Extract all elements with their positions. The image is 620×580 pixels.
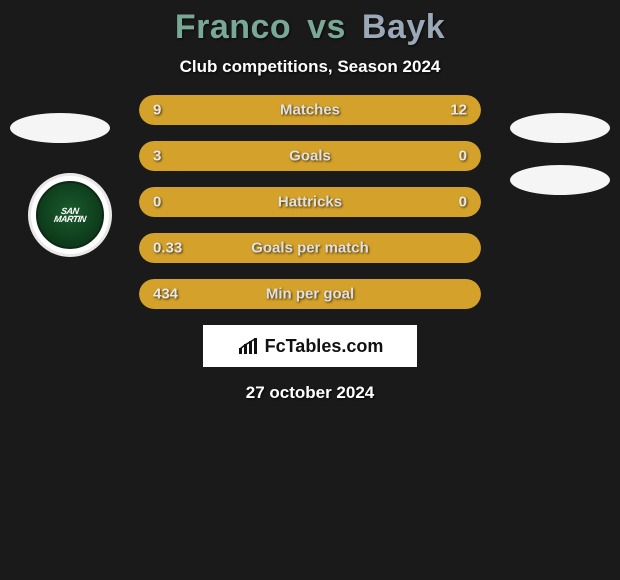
stat-row: 9 12 Matches (139, 95, 481, 125)
vs-label: vs (307, 8, 346, 46)
bar-value-left: 3 (153, 148, 161, 165)
player2-name: Bayk (362, 8, 445, 46)
stat-row: 3 0 Goals (139, 141, 481, 171)
stat-row: 0 0 Hattricks (139, 187, 481, 217)
player1-avatar-placeholder (10, 113, 110, 143)
badge-line2: MARTIN (54, 215, 87, 223)
player2-avatar-placeholder-2 (510, 165, 610, 195)
main-area: SAN MARTIN 912Matches30Goals00Hattricks0… (0, 95, 620, 403)
bar-fill-right (406, 141, 481, 171)
brand-text: FcTables.com (265, 336, 384, 357)
subtitle: Club competitions, Season 2024 (0, 57, 620, 77)
bar-label: Hattricks (278, 194, 342, 211)
bar-value-left: 434 (153, 286, 178, 303)
date-label: 27 october 2024 (0, 383, 620, 403)
bar-value-right: 0 (459, 148, 467, 165)
bar-label: Goals (289, 148, 331, 165)
bar-label: Min per goal (266, 286, 354, 303)
bar-value-left: 9 (153, 102, 161, 119)
bar-value-left: 0.33 (153, 240, 182, 257)
bar-fill-left (139, 141, 406, 171)
stat-bars: 9 12 Matches 3 0 Goals 0 0 Hattricks 0.33 Goals pe… (139, 95, 481, 309)
bar-value-right: 12 (450, 102, 467, 119)
player2-avatar-placeholder-1 (510, 113, 610, 143)
bar-label: Matches (280, 102, 340, 119)
stat-row: 0.33 Goals per match (139, 233, 481, 263)
club-badge: SAN MARTIN (28, 173, 112, 257)
chart-icon (237, 336, 261, 356)
comparison-title: Franco vs Bayk (0, 0, 620, 47)
player1-name: Franco (175, 8, 291, 46)
club-badge-inner: SAN MARTIN (36, 181, 104, 249)
bar-value-right: 0 (459, 194, 467, 211)
bar-value-left: 0 (153, 194, 161, 211)
bar-label: Goals per match (251, 240, 369, 257)
brand-box: FcTables.com (203, 325, 417, 367)
stat-row: 434 Min per goal (139, 279, 481, 309)
